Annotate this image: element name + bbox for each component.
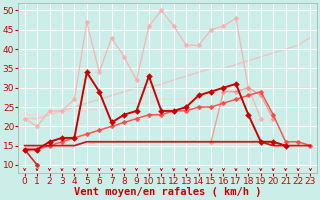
X-axis label: Vent moyen/en rafales ( km/h ): Vent moyen/en rafales ( km/h ) [74,187,261,197]
